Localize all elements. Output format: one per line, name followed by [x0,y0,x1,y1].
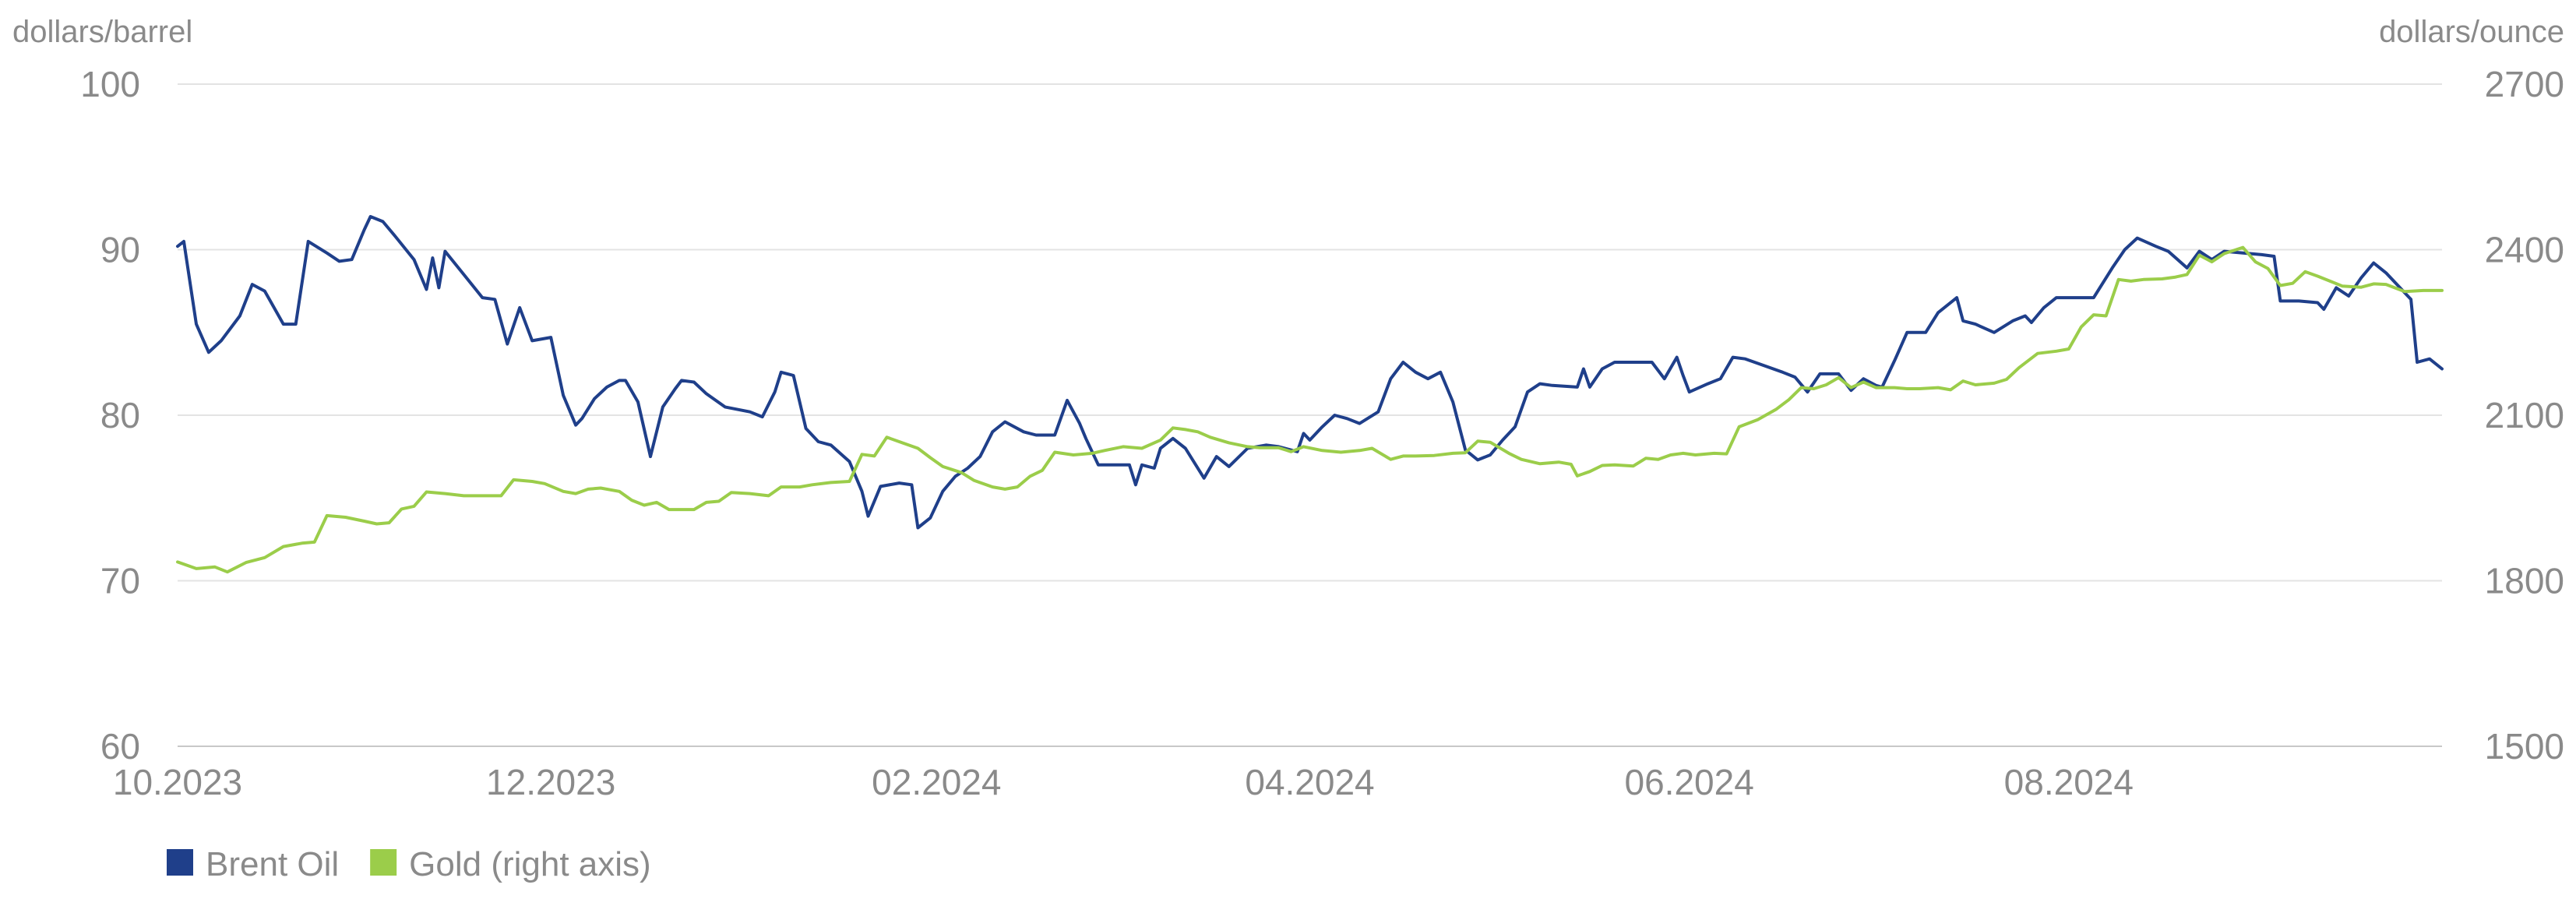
right-axis-unit: dollars/ounce [2379,15,2564,49]
right-tick-label: 2700 [2485,64,2564,104]
legend-swatch [370,849,397,876]
left-axis-unit: dollars/barrel [12,15,192,49]
x-tick-label: 04.2024 [1245,762,1374,802]
x-axis-ticks: 10.2023 12.2023 02.2024 04.2024 06.2024 08.20… [113,762,2134,802]
legend: Brent Oil Gold (right axis) [167,845,651,883]
x-tick-label: 12.2023 [486,762,615,802]
left-tick-label: 60 [100,726,140,767]
legend-swatch [167,849,193,876]
left-tick-label: 70 [100,561,140,601]
x-tick-label: 10.2023 [113,762,242,802]
x-tick-label: 08.2024 [2004,762,2134,802]
series-line-brent-oil [176,215,2444,530]
gridlines [178,83,2442,747]
x-tick-label: 06.2024 [1625,762,1754,802]
x-tick-label: 02.2024 [872,762,1001,802]
right-tick-label: 2400 [2485,230,2564,270]
left-tick-label: 90 [100,230,140,270]
right-tick-label: 2100 [2485,395,2564,435]
left-tick-label: 80 [100,395,140,435]
left-axis-ticks: 100 90 80 70 60 [80,64,140,767]
series-group [176,215,2444,574]
right-tick-label: 1500 [2485,726,2564,767]
legend-label: Gold (right axis) [409,845,651,883]
right-axis-ticks: 2700 2400 2100 1800 1500 [2485,64,2564,767]
series-line-gold [176,245,2444,574]
left-tick-label: 100 [80,64,140,104]
right-tick-label: 1800 [2485,561,2564,601]
legend-label: Brent Oil [206,845,339,883]
